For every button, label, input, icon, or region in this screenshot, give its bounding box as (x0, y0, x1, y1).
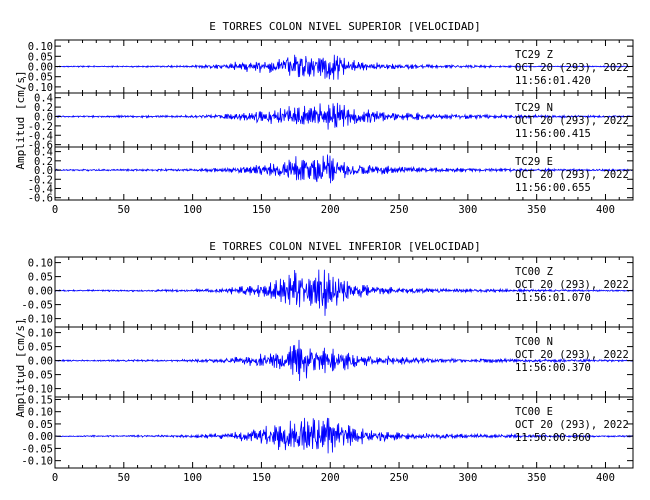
x-tick-label: 300 (458, 472, 477, 484)
x-tick-label: 0 (52, 472, 58, 484)
x-tick-label: 400 (596, 472, 615, 484)
x-tick-label: 0 (52, 204, 58, 216)
time-label: 11:56:01.070 (515, 292, 591, 304)
y-tick-label: -0.4 (28, 130, 53, 142)
date-label: OCT 20 (293), 2022 (515, 419, 629, 431)
y-tick-label: 0.15 (28, 394, 53, 406)
y-tick-label: -0.2 (28, 121, 53, 133)
date-label: OCT 20 (293), 2022 (515, 115, 629, 127)
y-tick-label: -0.2 (28, 174, 53, 186)
chart-title-superior: E TORRES COLON NIVEL SUPERIOR [VELOCIDAD… (209, 20, 481, 33)
x-tick-label: 200 (321, 204, 340, 216)
y-tick-label: 0.05 (28, 342, 53, 354)
date-label: OCT 20 (293), 2022 (515, 169, 629, 181)
x-tick-label: 50 (117, 472, 130, 484)
y-tick-label: 0.10 (28, 407, 53, 419)
y-tick-label: 0.10 (28, 41, 53, 53)
date-label: OCT 20 (293), 2022 (515, 62, 629, 74)
waveform-inferior-e (55, 417, 633, 454)
y-tick-label: 0.2 (34, 102, 53, 114)
x-tick-label: 200 (321, 472, 340, 484)
waveform-superior-n (55, 102, 633, 130)
x-tick-label: 400 (596, 204, 615, 216)
y-tick-label: 0.00 (28, 62, 53, 74)
time-label: 11:56:00.370 (515, 362, 591, 374)
time-label: 11:56:00.655 (515, 182, 591, 194)
station-label: TC29 Z (515, 49, 553, 61)
y-tick-label: 0.0 (34, 111, 53, 123)
y-tick-label: 0.0 (34, 165, 53, 177)
station-label: TC00 N (515, 336, 553, 348)
y-tick-label: -0.05 (21, 370, 53, 382)
y-tick-label: 0.05 (28, 272, 53, 284)
time-label: 11:56:00.415 (515, 128, 591, 140)
waveform-superior-e (55, 154, 633, 184)
y-axis-label-inferior: Amplitud [cm/s] (14, 318, 27, 417)
station-label: TC00 E (515, 406, 553, 418)
x-tick-label: 150 (252, 472, 271, 484)
chart-inferior: E TORRES COLON NIVEL INFERIOR [VELOCIDAD… (14, 240, 634, 484)
y-tick-label: 0.10 (28, 328, 53, 340)
y-axis-label-superior: Amplitud [cm/s] (14, 70, 27, 169)
time-label: 11:56:01.420 (515, 75, 591, 87)
y-tick-label: -0.05 (21, 300, 53, 312)
y-tick-label: -0.10 (21, 82, 53, 94)
x-tick-label: 50 (117, 204, 130, 216)
x-tick-label: 250 (390, 472, 409, 484)
x-tick-label: 100 (183, 204, 202, 216)
y-tick-label: 0.00 (28, 431, 53, 443)
station-label: TC29 N (515, 102, 553, 114)
waveform-inferior-n (55, 339, 633, 382)
date-label: OCT 20 (293), 2022 (515, 349, 629, 361)
y-tick-label: -0.05 (21, 443, 53, 455)
time-label: 11:56:00.960 (515, 432, 591, 444)
y-tick-label: 0.4 (34, 93, 53, 105)
date-label: OCT 20 (293), 2022 (515, 279, 629, 291)
x-tick-label: 350 (527, 204, 546, 216)
x-tick-label: 100 (183, 472, 202, 484)
station-label: TC00 Z (515, 266, 553, 278)
y-tick-label: -0.6 (28, 140, 53, 152)
station-label: TC29 E (515, 156, 553, 168)
y-tick-label: 0.10 (28, 258, 53, 270)
chart-title-inferior: E TORRES COLON NIVEL INFERIOR [VELOCIDAD… (209, 240, 481, 253)
x-tick-label: 300 (458, 204, 477, 216)
y-tick-label: -0.05 (21, 72, 53, 84)
y-tick-label: -0.10 (21, 314, 53, 326)
y-tick-label: 0.00 (28, 356, 53, 368)
y-tick-label: -0.6 (28, 193, 53, 205)
waveform-superior-z (55, 54, 633, 80)
x-tick-label: 350 (527, 472, 546, 484)
y-tick-label: -0.10 (21, 456, 53, 468)
chart-superior: E TORRES COLON NIVEL SUPERIOR [VELOCIDAD… (14, 20, 634, 216)
y-tick-label: -0.4 (28, 183, 53, 195)
x-tick-label: 150 (252, 204, 271, 216)
y-tick-label: 0.4 (34, 147, 53, 159)
x-tick-label: 250 (390, 204, 409, 216)
y-tick-label: 0.05 (28, 51, 53, 63)
y-tick-label: -0.10 (21, 384, 53, 396)
y-tick-label: 0.00 (28, 286, 53, 298)
y-tick-label: 0.2 (34, 156, 53, 168)
waveform-inferior-z (55, 269, 633, 316)
y-tick-label: 0.05 (28, 419, 53, 431)
